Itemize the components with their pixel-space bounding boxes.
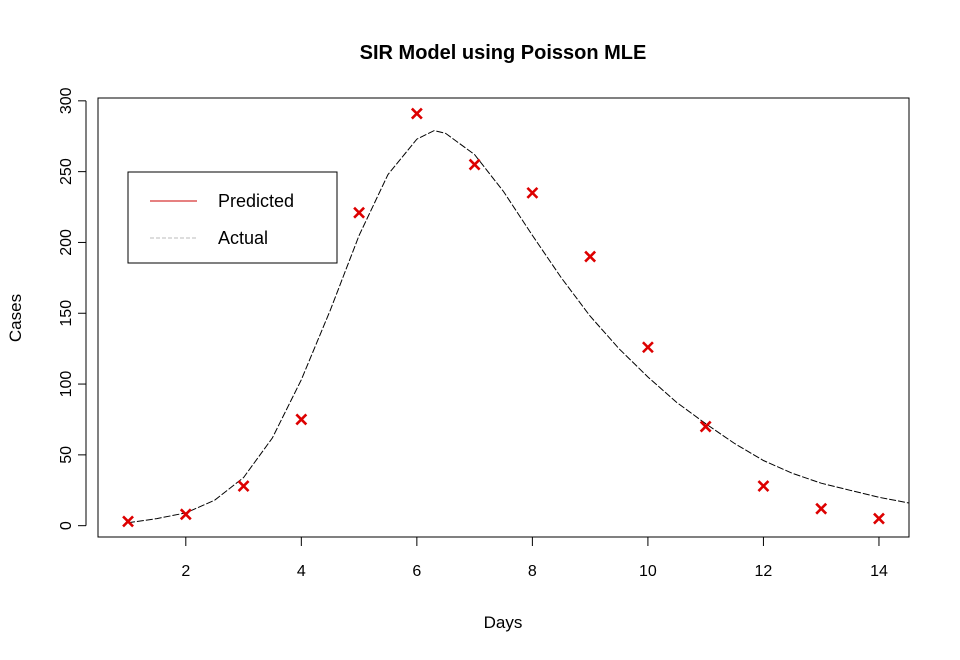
- marker-stroke: [353, 206, 366, 219]
- data-point-marker: [353, 206, 366, 219]
- data-point-marker: [122, 515, 134, 528]
- data-point-marker: [468, 158, 481, 171]
- legend-entry-label: Predicted: [218, 191, 294, 211]
- data-point-marker: [873, 512, 885, 525]
- marker-stroke: [295, 413, 308, 426]
- x-axis-label: Days: [484, 613, 523, 632]
- marker-stroke: [699, 420, 712, 433]
- data-point-marker: [699, 420, 712, 433]
- plot-area: [122, 107, 909, 528]
- data-point-marker: [815, 502, 828, 515]
- y-axis-label: Cases: [6, 294, 25, 342]
- y-tick-label: 250: [58, 158, 75, 185]
- y-tick-label: 100: [58, 371, 75, 398]
- legend-entry-label: Actual: [218, 228, 268, 248]
- x-tick-label: 14: [870, 563, 888, 580]
- data-point-marker: [526, 186, 539, 199]
- y-tick-label: 200: [58, 229, 75, 256]
- marker-stroke: [179, 508, 192, 521]
- marker-stroke: [584, 250, 597, 263]
- data-point-marker: [179, 508, 192, 521]
- y-tick-label: 50: [58, 446, 75, 464]
- x-tick-label: 6: [412, 563, 421, 580]
- y-tick-label: 300: [58, 87, 75, 114]
- data-point-marker: [641, 341, 654, 354]
- legend-box: [127, 171, 338, 264]
- marker-stroke: [873, 512, 885, 525]
- chart-title: SIR Model using Poisson MLE: [360, 42, 647, 64]
- marker-stroke: [815, 502, 828, 515]
- x-axis: 2 4 6 8 10 12 14: [181, 536, 888, 580]
- data-point-marker: [295, 413, 308, 426]
- marker-stroke: [468, 158, 481, 171]
- x-tick-label: 12: [755, 563, 773, 580]
- marker-stroke: [526, 186, 539, 199]
- data-point-marker: [237, 480, 250, 492]
- marker-stroke: [237, 480, 250, 492]
- y-tick-label: 0: [58, 521, 75, 530]
- y-axis: 0 50 100 150 200 250 300: [58, 87, 87, 530]
- x-tick-label: 2: [181, 563, 190, 580]
- data-point-marker: [410, 107, 423, 120]
- x-tick-label: 10: [639, 563, 657, 580]
- fitted-curve-line: [127, 130, 909, 524]
- marker-stroke: [757, 480, 770, 492]
- y-tick-label: 150: [58, 300, 75, 327]
- marker-stroke: [410, 107, 423, 120]
- x-tick-label: 8: [528, 563, 537, 580]
- marker-stroke: [641, 341, 654, 354]
- data-point-marker: [757, 480, 770, 492]
- x-tick-label: 4: [297, 563, 306, 580]
- marker-stroke: [122, 515, 134, 528]
- data-point-marker: [584, 250, 597, 263]
- legend: Predicted Actual: [127, 171, 338, 264]
